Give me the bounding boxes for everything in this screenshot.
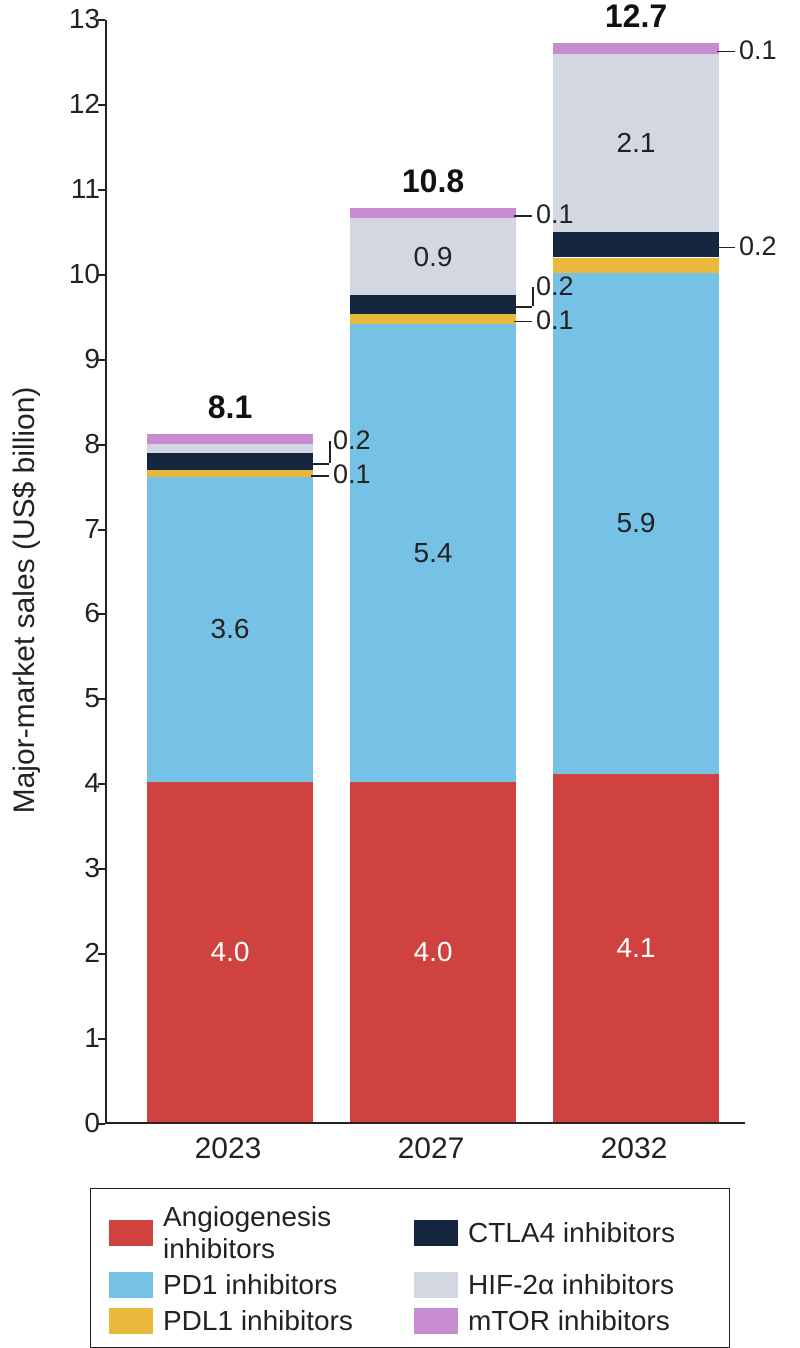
y-axis-label: Major-market sales (US$ billion): [8, 387, 42, 814]
y-tick-label: 10: [60, 258, 100, 290]
legend-item-hif2a: HIF-2α inhibitors: [414, 1269, 711, 1301]
bar-segment-angiogenesis: [553, 774, 719, 1122]
bar-segment-ctla4: [553, 232, 719, 257]
bar-segment-hif2a: [147, 444, 313, 452]
y-tick-mark: [98, 189, 105, 191]
callout-line: [329, 441, 331, 463]
bar-segment-hif2a: [553, 54, 719, 232]
bar-segment-pdl1: [553, 258, 719, 273]
legend-label: CTLA4 inhibitors: [468, 1217, 675, 1249]
y-tick-label: 4: [60, 767, 100, 799]
y-tick-mark: [98, 868, 105, 870]
bar-segment-pd1: [147, 477, 313, 783]
bar-segment-pdl1: [350, 314, 516, 324]
bar-segment-mtor: [350, 208, 516, 218]
legend-label: PD1 inhibitors: [163, 1269, 337, 1301]
y-tick-label: 2: [60, 937, 100, 969]
legend-label: mTOR inhibitors: [468, 1305, 670, 1337]
callout-line: [532, 287, 534, 307]
callout-line: [514, 306, 532, 308]
y-tick-mark: [98, 529, 105, 531]
bar-total-label: 10.8: [350, 163, 516, 200]
y-tick-mark: [98, 1123, 105, 1125]
bar-segment-angiogenesis: [350, 782, 516, 1122]
callout-label: 0.2: [333, 425, 371, 456]
legend-swatch: [414, 1308, 458, 1334]
chart-container: Major-market sales (US$ billion) 4.03.68…: [0, 0, 800, 1348]
y-tick-mark: [98, 274, 105, 276]
legend-swatch: [109, 1308, 153, 1334]
y-tick-mark: [98, 953, 105, 955]
bar-segment-ctla4: [147, 453, 313, 470]
callout-label: 0.1: [739, 35, 777, 66]
y-tick-label: 6: [60, 597, 100, 629]
y-tick-mark: [98, 444, 105, 446]
bar-segment-pd1: [350, 324, 516, 783]
y-tick-mark: [98, 698, 105, 700]
legend-swatch: [109, 1220, 153, 1246]
legend-label: PDL1 inhibitors: [163, 1305, 353, 1337]
y-tick-label: 13: [60, 3, 100, 35]
bar-segment-angiogenesis: [147, 782, 313, 1122]
y-tick-mark: [98, 783, 105, 785]
x-tick-label: 2023: [145, 1132, 311, 1166]
x-tick-label: 2032: [551, 1132, 717, 1166]
legend-item-angiogenesis: Angiogenesis inhibitors: [109, 1201, 406, 1265]
bar-total-label: 12.7: [553, 0, 719, 35]
legend-item-ctla4: CTLA4 inhibitors: [414, 1201, 711, 1265]
legend-item-mtor: mTOR inhibitors: [414, 1305, 711, 1337]
y-tick-mark: [98, 104, 105, 106]
legend-swatch: [414, 1272, 458, 1298]
bar-segment-pdl1: [147, 470, 313, 477]
callout-line: [311, 463, 329, 465]
legend-label: HIF-2α inhibitors: [468, 1269, 674, 1301]
y-tick-mark: [98, 1038, 105, 1040]
legend-swatch: [109, 1272, 153, 1298]
bar-group: 4.15.92.112.7: [553, 43, 719, 1122]
bar-total-label: 8.1: [147, 389, 313, 426]
callout-line: [717, 247, 735, 249]
y-tick-label: 9: [60, 343, 100, 375]
callout-label: 0.1: [536, 305, 574, 336]
bar-segment-hif2a: [350, 218, 516, 294]
y-tick-label: 12: [60, 88, 100, 120]
y-tick-mark: [98, 19, 105, 21]
legend-label: Angiogenesis inhibitors: [163, 1201, 406, 1265]
y-tick-mark: [98, 613, 105, 615]
legend-item-pdl1: PDL1 inhibitors: [109, 1305, 406, 1337]
x-tick-label: 2027: [348, 1132, 514, 1166]
legend-item-pd1: PD1 inhibitors: [109, 1269, 406, 1301]
bar-group: 4.03.68.1: [147, 434, 313, 1122]
bar-group: 4.05.40.910.8: [350, 208, 516, 1122]
plot-area: 4.03.68.14.05.40.910.84.15.92.112.7: [105, 20, 745, 1124]
y-tick-label: 11: [60, 173, 100, 205]
y-tick-label: 5: [60, 682, 100, 714]
y-tick-label: 0: [60, 1107, 100, 1139]
callout-label: 0.1: [333, 459, 371, 490]
legend-swatch: [414, 1220, 458, 1246]
callout-line: [514, 321, 532, 323]
legend: Angiogenesis inhibitors CTLA4 inhibitors P…: [90, 1188, 730, 1348]
y-tick-label: 3: [60, 852, 100, 884]
y-tick-mark: [98, 359, 105, 361]
callout-label: 0.2: [739, 231, 777, 262]
callout-line: [514, 215, 532, 217]
callout-label: 0.2: [536, 271, 574, 302]
callout-line: [717, 51, 735, 53]
bar-segment-pd1: [553, 273, 719, 774]
bar-segment-mtor: [147, 434, 313, 444]
callout-line: [311, 475, 329, 477]
y-tick-label: 7: [60, 513, 100, 545]
bar-segment-mtor: [553, 43, 719, 53]
bar-segment-ctla4: [350, 295, 516, 314]
y-tick-label: 8: [60, 428, 100, 460]
callout-label: 0.1: [536, 199, 574, 230]
y-tick-label: 1: [60, 1022, 100, 1054]
